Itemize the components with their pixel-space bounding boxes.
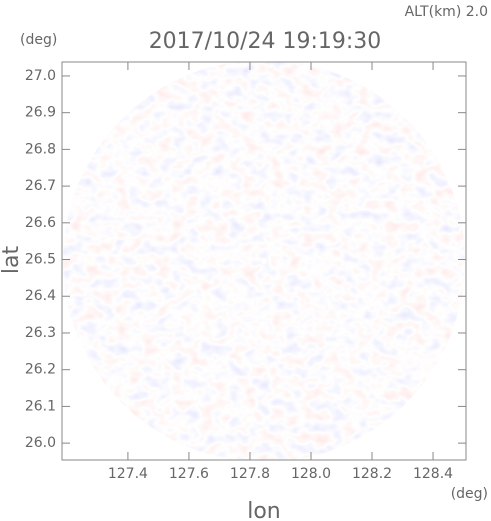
x-axis-label: lon (247, 499, 281, 521)
plot-area (63, 62, 465, 460)
y-unit: (deg) (20, 32, 57, 48)
y-tick-label: 26.1 (25, 398, 56, 414)
y-tick-label: 26.9 (25, 105, 56, 121)
y-tick-label: 26.3 (25, 325, 56, 341)
x-unit: (deg) (451, 486, 488, 502)
y-tick-label: 26.7 (25, 178, 56, 194)
y-tick-label: 27.0 (25, 68, 56, 84)
x-tick-label: 128.2 (352, 466, 392, 482)
x-tick-label: 127.4 (108, 466, 148, 482)
y-tick-label: 26.6 (25, 215, 56, 231)
y-tick-label: 26.4 (25, 288, 56, 304)
radar-center (261, 258, 267, 264)
x-tick-label: 127.6 (169, 466, 209, 482)
chart-title: 2017/10/24 19:19:30 (149, 29, 382, 54)
y-axis-label: lat (0, 246, 24, 275)
x-tick-label: 128.0 (291, 466, 331, 482)
y-tick-label: 26.8 (25, 141, 56, 157)
y-tick-label: 26.5 (25, 252, 56, 268)
plot-frame (61, 61, 467, 461)
x-tick-label: 128.4 (413, 466, 453, 482)
annotation: ALT(km) 2.0 (405, 4, 488, 20)
y-tick-label: 26.0 (25, 435, 56, 451)
x-tick-label: 127.8 (230, 466, 270, 482)
y-tick-label: 26.2 (25, 362, 56, 378)
